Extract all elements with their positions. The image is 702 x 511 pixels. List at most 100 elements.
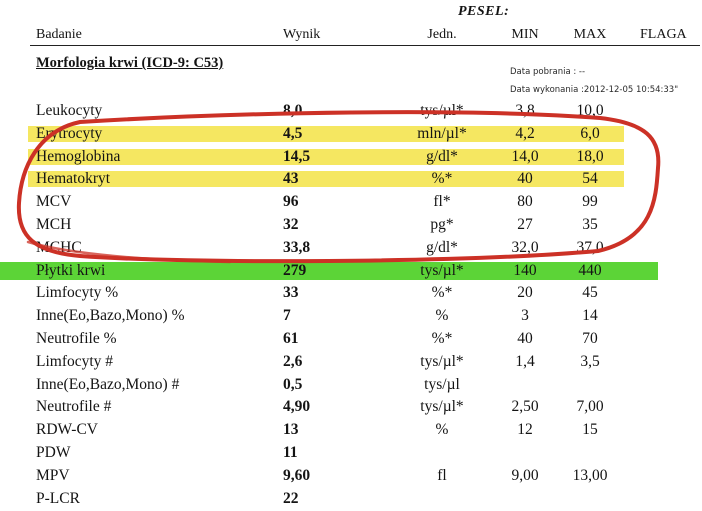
max-value: 15 xyxy=(582,421,598,439)
test-name: MCHC xyxy=(36,238,82,256)
table-row: MCV 96 fl* 80 99 xyxy=(0,191,702,213)
test-name: Neutrofile # xyxy=(36,398,112,416)
max-value: 70 xyxy=(582,330,598,347)
result-value: 22 xyxy=(283,489,299,507)
test-name: MCV xyxy=(36,193,72,211)
collection-date-label: Data pobrania : -- xyxy=(510,67,586,77)
test-name: P-LCR xyxy=(36,489,80,507)
header-divider xyxy=(30,45,700,46)
result-value: 11 xyxy=(283,444,298,461)
column-header-badanie: Badanie xyxy=(36,27,82,42)
column-header-wynik: Wynik xyxy=(283,27,321,42)
min-value: 80 xyxy=(517,193,533,211)
table-row: Inne(Eo,Bazo,Mono) % 7% 3 14 xyxy=(0,305,702,327)
test-name: Hematokryt xyxy=(36,170,111,188)
unit-label: tys/µl* xyxy=(420,398,464,416)
result-value: 9,60 xyxy=(283,466,311,484)
table-row: Hematokryt 43 %* 40 54 xyxy=(0,168,702,190)
table-row: P-LCR 22 xyxy=(0,488,702,510)
min-value: 20 xyxy=(517,284,533,302)
min-value: 40 xyxy=(517,330,533,347)
result-value: 96 xyxy=(283,193,299,211)
test-name: Erytrocyty xyxy=(36,124,103,142)
max-value: 54 xyxy=(582,170,598,188)
table-row: Limfocyty % 33 %* 20 45 xyxy=(0,282,702,304)
column-header-flaga: FLAGA xyxy=(640,27,687,42)
table-row: MCH 32 pg* 27 35 xyxy=(0,214,702,236)
min-value: 40 xyxy=(517,170,533,188)
column-header-max: MAX xyxy=(573,27,607,42)
unit-label: tys/µl xyxy=(424,375,460,393)
unit-label: fl* xyxy=(433,193,451,211)
unit-label: pg* xyxy=(430,216,454,233)
result-value: 279 xyxy=(283,261,307,279)
max-value: 45 xyxy=(582,284,598,302)
max-value: 37,0 xyxy=(576,238,604,256)
table-row: Leukocyty 8,0 tys/µl* 3,8 10,0 xyxy=(0,100,702,122)
unit-label: %* xyxy=(431,170,453,188)
min-value: 27 xyxy=(517,216,533,233)
table-row: MPV 9,60 fl 9,00 13,00 xyxy=(0,465,702,487)
test-name: Inne(Eo,Bazo,Mono) # xyxy=(36,375,180,393)
table-row: Erytrocyty 4,5 mln/µl* 4,2 6,0 xyxy=(0,123,702,145)
max-value: 6,0 xyxy=(580,124,600,142)
table-row: Płytki krwi 279 tys/µl* 140 440 xyxy=(0,260,702,282)
min-value: 3,8 xyxy=(515,102,535,119)
result-value: 61 xyxy=(283,330,299,347)
min-value: 3 xyxy=(521,307,529,325)
unit-label: fl xyxy=(437,466,447,484)
result-value: 32 xyxy=(283,216,299,233)
max-value: 10,0 xyxy=(576,102,604,119)
max-value: 440 xyxy=(578,261,602,279)
unit-label: tys/µl* xyxy=(420,102,464,119)
test-name: RDW-CV xyxy=(36,421,98,439)
min-value: 140 xyxy=(513,261,537,279)
test-name: MCH xyxy=(36,216,72,233)
unit-label: tys/µl* xyxy=(420,261,464,279)
table-row: PDW 11 xyxy=(0,442,702,464)
min-value: 1,4 xyxy=(515,352,535,370)
min-value: 12 xyxy=(517,421,533,439)
min-value: 32,0 xyxy=(511,238,539,256)
table-row: Inne(Eo,Bazo,Mono) # 0,5 tys/µl xyxy=(0,374,702,396)
unit-label: mln/µl* xyxy=(417,124,467,142)
result-value: 13 xyxy=(283,421,299,439)
unit-label: % xyxy=(435,307,449,325)
table-row: MCHC 33,8 g/dl* 32,0 37,0 xyxy=(0,237,702,259)
test-name: MPV xyxy=(36,466,70,484)
pesel-label: PESEL: xyxy=(458,4,510,19)
max-value: 99 xyxy=(582,193,598,211)
green-highlighter-mark xyxy=(0,261,658,280)
min-value: 9,00 xyxy=(511,466,539,484)
min-value: 4,2 xyxy=(515,124,535,142)
unit-label: g/dl* xyxy=(426,238,458,256)
result-value: 7 xyxy=(283,307,291,325)
unit-label: % xyxy=(435,421,449,439)
test-name: Neutrofile % xyxy=(36,330,117,347)
test-name: Inne(Eo,Bazo,Mono) % xyxy=(36,307,185,325)
execution-date-label: Data wykonania :2012-12-05 10:54:33" xyxy=(510,85,679,95)
unit-label: %* xyxy=(431,284,453,302)
result-value: 33 xyxy=(283,284,299,302)
unit-label: tys/µl* xyxy=(420,352,464,370)
column-header-min: MIN xyxy=(511,27,539,42)
unit-label: g/dl* xyxy=(426,147,458,165)
result-value: 0,5 xyxy=(283,375,303,393)
max-value: 14 xyxy=(582,307,598,325)
test-name: Leukocyty xyxy=(36,102,103,119)
min-value: 14,0 xyxy=(511,147,539,165)
table-row: Hemoglobina 14,5 g/dl* 14,0 18,0 xyxy=(0,146,702,168)
result-value: 2,6 xyxy=(283,352,303,370)
result-value: 4,90 xyxy=(283,398,311,416)
result-value: 33,8 xyxy=(283,238,311,256)
table-row: Neutrofile % 61 %* 40 70 xyxy=(0,328,702,350)
section-title: Morfologia krwi (ICD-9: C53) xyxy=(36,55,224,71)
column-header-jedn: Jedn. xyxy=(427,27,457,42)
max-value: 18,0 xyxy=(576,147,604,165)
max-value: 7,00 xyxy=(576,398,604,416)
max-value: 13,00 xyxy=(572,466,608,484)
test-name: Płytki krwi xyxy=(36,261,106,279)
test-name: Hemoglobina xyxy=(36,147,121,165)
